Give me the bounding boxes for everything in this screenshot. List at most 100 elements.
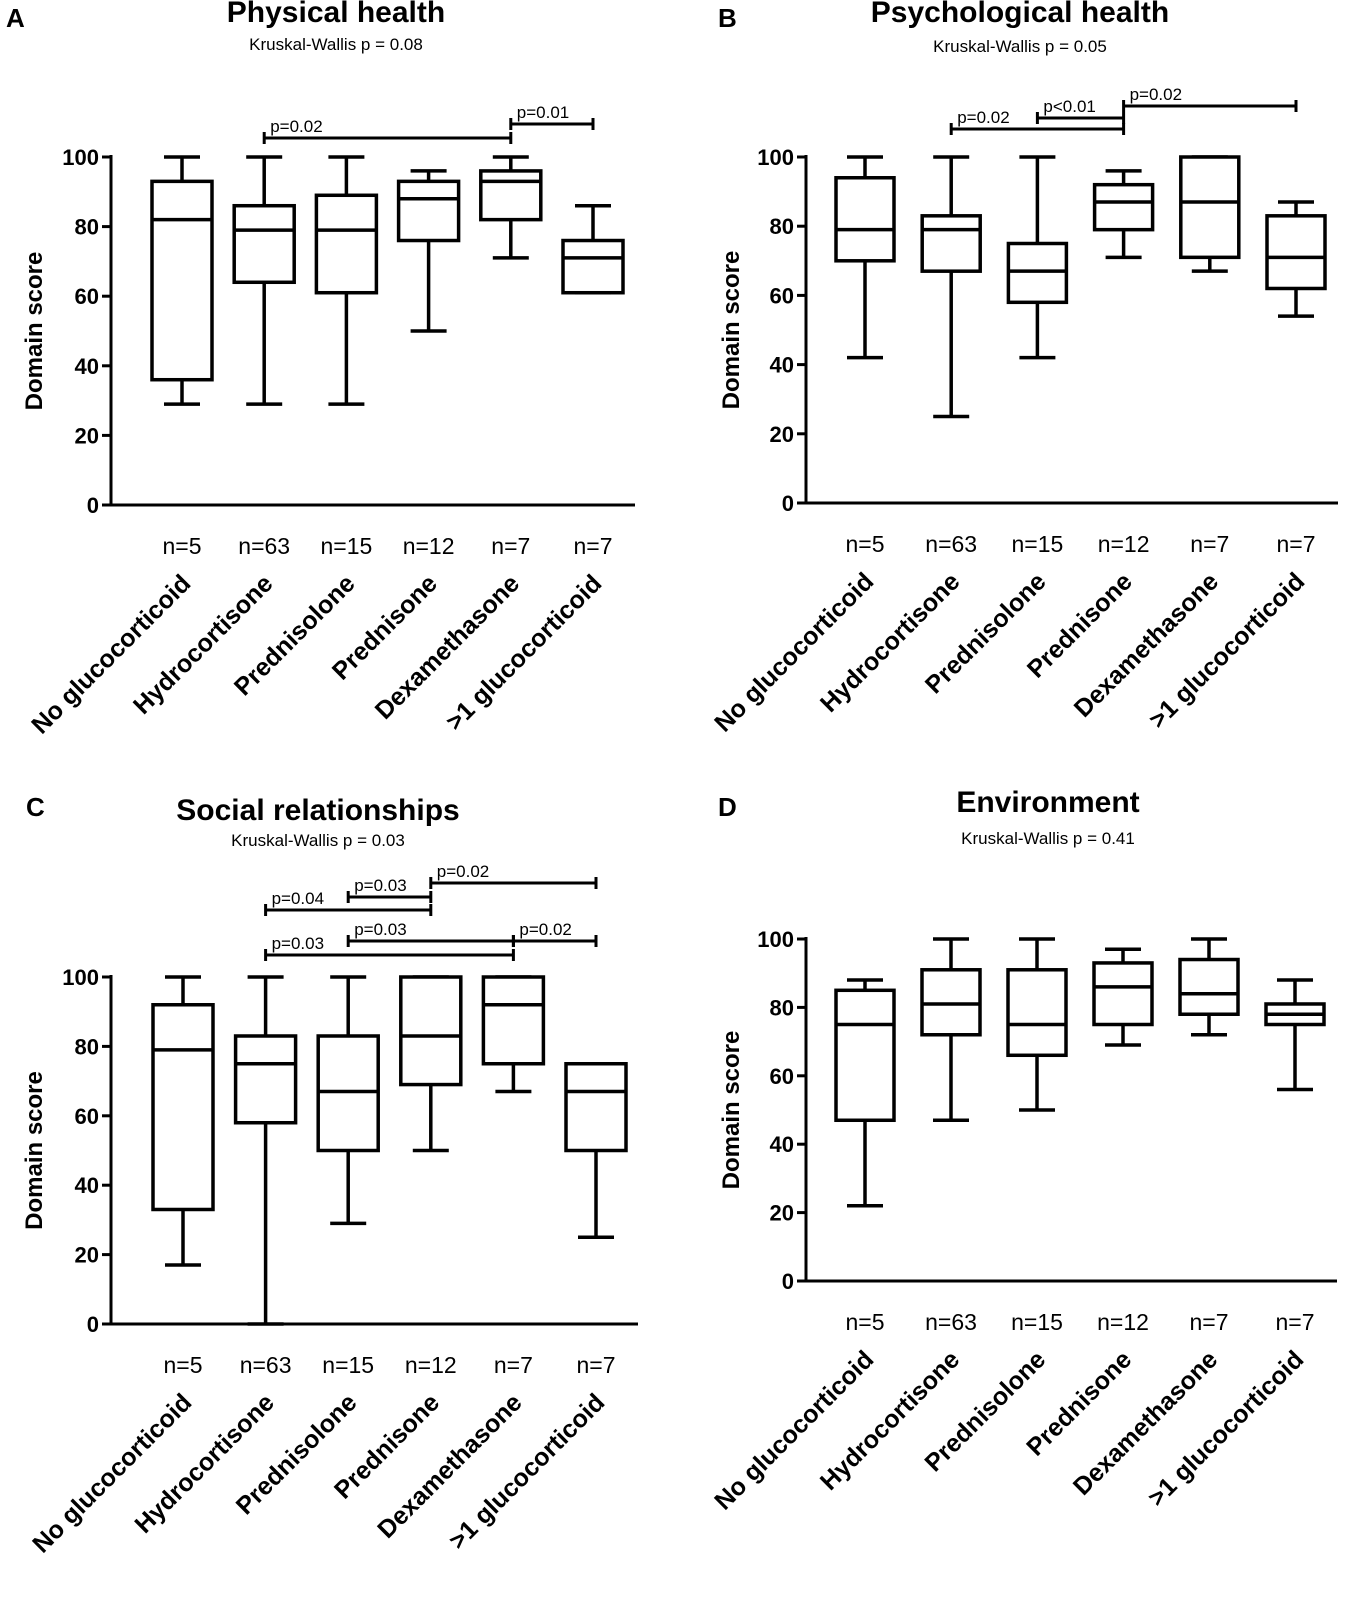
y-tick-label: 40 (75, 354, 99, 379)
y-tick-label: 20 (770, 1201, 794, 1226)
y-tick-label: 100 (62, 145, 99, 170)
box-hydrocortisone (233, 975, 298, 1326)
n-label: n=15 (322, 1352, 374, 1378)
comparison-bracket: p=0.03 (346, 876, 433, 903)
y-tick-label: 100 (62, 965, 99, 990)
p-value-label: p=0.02 (1130, 85, 1182, 104)
chart-title: Environment (956, 786, 1139, 819)
box-prednisone (396, 169, 461, 333)
comparison-bracket: p=0.02 (262, 117, 513, 144)
box-prednisolone (1006, 155, 1069, 360)
y-tick-label: 60 (770, 283, 794, 308)
y-tick-label: 0 (782, 491, 794, 516)
chart-title: Psychological health (871, 0, 1169, 29)
n-label: n=12 (1098, 531, 1150, 557)
y-axis-label: Domain score (21, 1071, 48, 1230)
iqr-box (232, 203, 296, 285)
y-tick-label: 100 (757, 145, 794, 170)
n-label: n=15 (1011, 531, 1063, 557)
y-tick-label: 40 (75, 1173, 99, 1198)
box-dexamethasone (479, 155, 543, 260)
p-value-label: p=0.01 (517, 103, 569, 122)
n-label: n=7 (573, 533, 612, 559)
y-tick-label: 0 (782, 1269, 794, 1294)
iqr-box (1006, 968, 1068, 1058)
comparison-bracket: p=0.02 (1122, 85, 1298, 112)
n-label: n=5 (845, 531, 884, 557)
p-value-label: p=0.02 (957, 108, 1009, 127)
comparison-bracket: p=0.02 (949, 108, 1126, 135)
y-tick-label: 80 (75, 1034, 99, 1059)
n-label: n=12 (1097, 1309, 1149, 1335)
box-prednisolone (314, 155, 379, 406)
category-label: No glucocorticoid (26, 569, 196, 739)
iqr-box (1179, 155, 1241, 260)
n-label: n=5 (845, 1309, 884, 1335)
category-label: No glucocorticoid (27, 1388, 197, 1558)
category-label: Hydrocortisone (128, 569, 279, 720)
panel-d: D Environment Kruskal-Wallis p = 0.41 0 20 40… (709, 786, 1337, 1516)
comparison-bracket: p=0.02 (511, 920, 598, 947)
iqr-box (920, 214, 982, 273)
box-dexamethasone (481, 975, 546, 1094)
chart-title: Physical health (227, 0, 445, 29)
iqr-box (396, 179, 461, 243)
iqr-box (479, 169, 543, 222)
panel-b: B Psychological health Kruskal-Wallis p = … (709, 0, 1338, 738)
chart-subtitle: Kruskal-Wallis p = 0.03 (231, 831, 405, 850)
box--1-glucocorticoid (561, 203, 625, 295)
iqr-box (834, 176, 896, 263)
iqr-box (834, 988, 896, 1123)
chart-title: Social relationships (176, 794, 459, 827)
n-label: n=7 (494, 1352, 533, 1378)
chart-subtitle: Kruskal-Wallis p = 0.41 (961, 829, 1135, 848)
box-no-glucocorticoid (834, 978, 896, 1208)
box-prednisone (1092, 169, 1155, 260)
y-tick-label: 0 (87, 1312, 99, 1337)
category-label: Hydrocortisone (129, 1388, 280, 1539)
iqr-box (564, 1062, 628, 1153)
panel-letter: D (718, 792, 737, 822)
y-tick-label: 80 (770, 995, 794, 1020)
chart-subtitle: Kruskal-Wallis p = 0.05 (933, 37, 1107, 56)
comparison-bracket: p=0.03 (264, 934, 515, 961)
y-tick-label: 60 (770, 1064, 794, 1089)
box-prednisone (399, 975, 463, 1153)
n-label: n=7 (1275, 1309, 1314, 1335)
box-prednisolone (316, 975, 380, 1226)
box-prednisolone (1006, 937, 1068, 1112)
y-tick-label: 40 (770, 353, 794, 378)
box-dexamethasone (1179, 155, 1241, 273)
iqr-box (314, 193, 379, 295)
y-axis-label: Domain score (718, 1031, 745, 1190)
p-value-label: p<0.01 (1043, 97, 1095, 116)
category-label: Dexamethasone (1069, 567, 1224, 722)
box-hydrocortisone (232, 155, 296, 406)
y-tick-label: 40 (770, 1132, 794, 1157)
n-label: n=7 (1189, 1309, 1228, 1335)
box--1-glucocorticoid (1264, 978, 1326, 1092)
box-dexamethasone (1178, 937, 1240, 1037)
comparison-bracket: p=0.03 (346, 920, 515, 947)
category-label: Dexamethasone (1068, 1345, 1223, 1500)
n-label: n=5 (163, 1352, 202, 1378)
category-label: >1 glucocorticoid (1144, 567, 1311, 734)
box-hydrocortisone (920, 155, 982, 419)
y-tick-label: 60 (75, 284, 99, 309)
panel-a: A Physical health Kruskal-Wallis p = 0.08 0… (6, 0, 635, 740)
p-value-label: p=0.03 (354, 920, 406, 939)
p-value-label: p=0.04 (272, 889, 324, 908)
p-value-label: p=0.02 (437, 862, 489, 881)
y-axis-label: Domain score (718, 251, 745, 410)
comparison-bracket: p=0.04 (264, 889, 433, 916)
comparison-bracket: p=0.02 (429, 862, 598, 889)
category-label: No glucocorticoid (709, 1345, 879, 1515)
comparison-bracket: p=0.01 (509, 103, 595, 130)
p-value-label: p=0.02 (270, 117, 322, 136)
y-tick-label: 0 (87, 493, 99, 518)
category-label: Dexamethasone (370, 569, 525, 724)
category-label: >1 glucocorticoid (441, 569, 608, 736)
iqr-box (1265, 214, 1327, 291)
p-value-label: p=0.02 (519, 920, 571, 939)
box-no-glucocorticoid (151, 975, 215, 1267)
